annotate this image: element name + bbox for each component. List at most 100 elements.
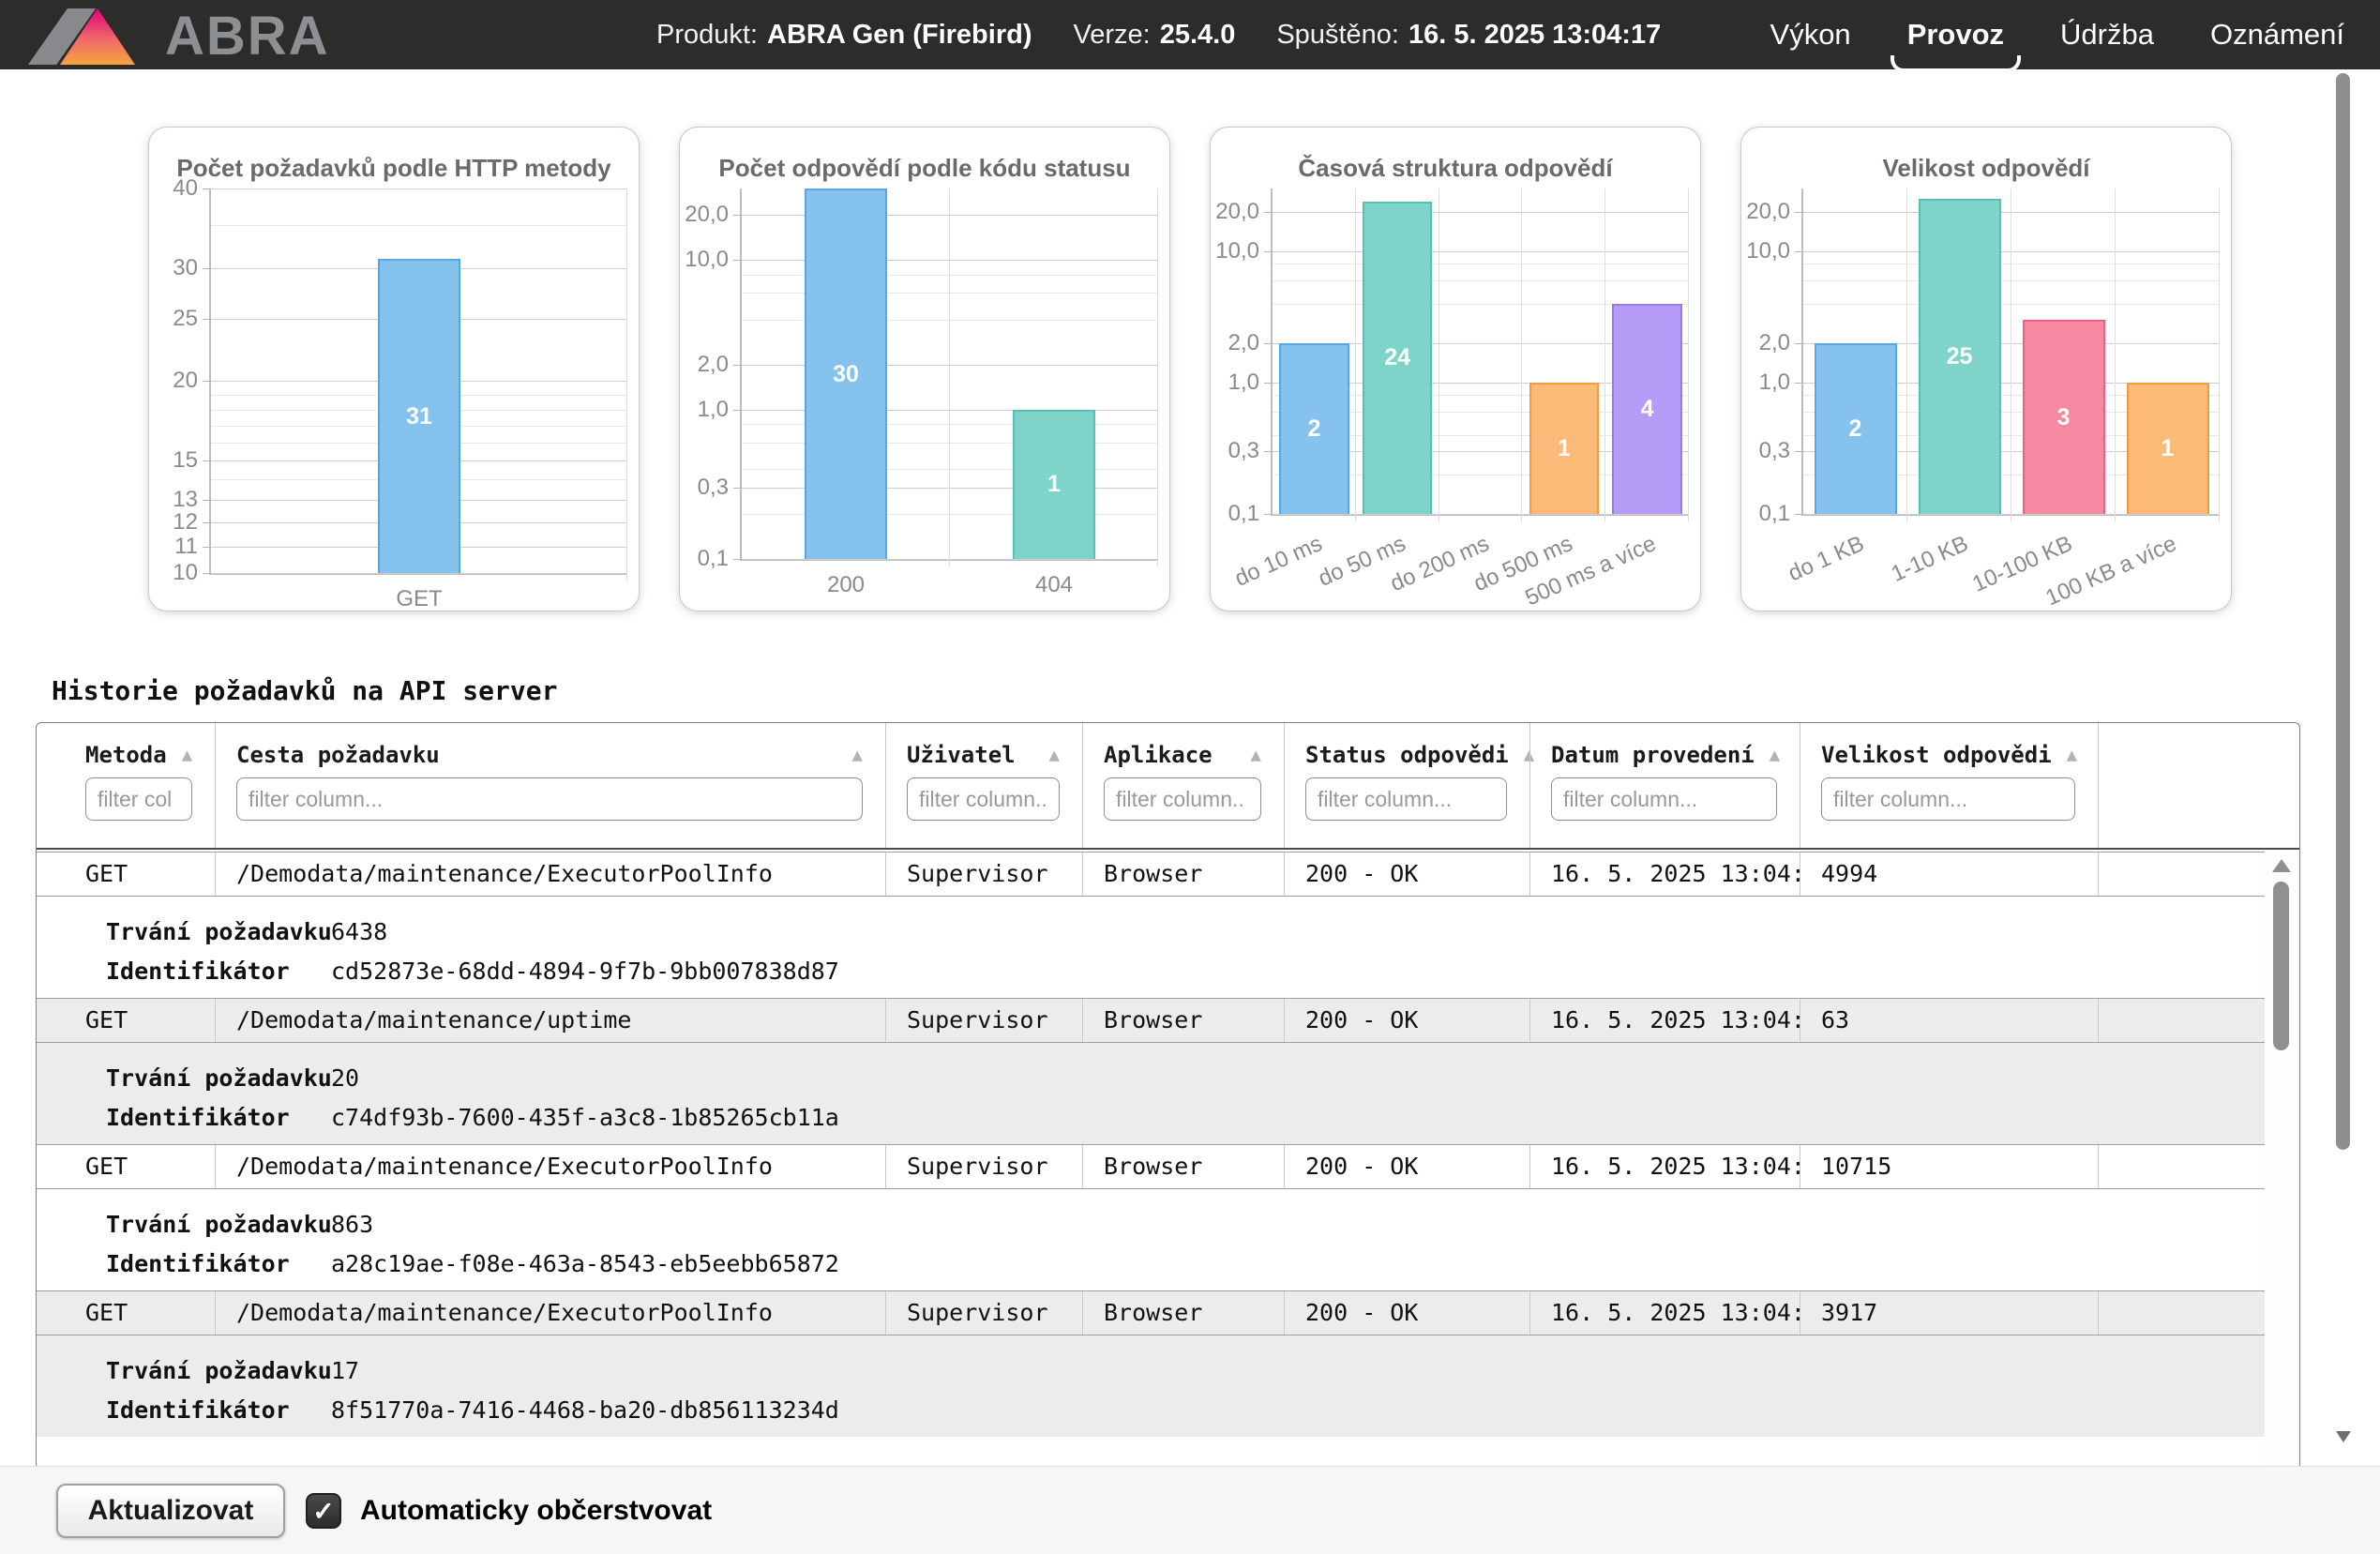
y-axis-tick-label: 30 xyxy=(173,255,198,281)
column-header-empty xyxy=(2098,723,2299,848)
filter-input-6[interactable] xyxy=(1551,777,1777,821)
path-cell: /Demodata/maintenance/ExecutorPoolInfo xyxy=(215,1291,885,1335)
app-cell: Browser xyxy=(1082,1145,1284,1188)
y-axis-tickmark xyxy=(203,500,211,502)
gridline xyxy=(1803,279,2220,281)
y-axis-tickmark xyxy=(203,546,211,548)
identifier-value: c74df93b-7600-435f-a3c8-1b85265cb11a xyxy=(331,1103,839,1131)
chart-plot-response-sizes: 20,0 10,0 2,0 1,0 0,3 0,1 2 do 1 KB 25 1-10 KB 3 10… xyxy=(1746,189,2220,611)
column-label: Aplikace xyxy=(1104,742,1213,768)
filter-input-2[interactable] xyxy=(236,777,863,821)
nav-tab-oznámení[interactable]: Oznámení xyxy=(2208,14,2346,55)
gridline xyxy=(742,423,1158,425)
nav-tab-label: Provoz xyxy=(1906,18,2005,51)
filter-input-4[interactable] xyxy=(1104,777,1261,821)
y-axis-tickmark xyxy=(1264,514,1273,515)
product-info-item: Produkt: ABRA Gen (Firebird) xyxy=(656,20,1032,51)
gridline xyxy=(1273,395,1689,397)
auto-refresh-checkbox[interactable]: ✓ xyxy=(306,1492,341,1529)
status-cell: 200 - OK xyxy=(1284,1145,1529,1188)
table-row[interactable]: GET/Demodata/maintenance/ExecutorPoolInf… xyxy=(37,1144,2265,1189)
empty-cell xyxy=(2098,1145,2265,1188)
scroll-up-icon[interactable] xyxy=(2272,859,2291,872)
gridline xyxy=(1803,434,2220,436)
gridline xyxy=(1803,303,2220,305)
refresh-button[interactable]: Aktualizovat xyxy=(56,1483,285,1538)
empty-cell xyxy=(2098,999,2265,1042)
sort-asc-icon: ▲ xyxy=(1048,745,1060,765)
y-axis-tick-label: 25 xyxy=(173,306,198,331)
chart-bar xyxy=(1918,199,2001,514)
table-header-row: Metoda▲ Cesta požadavku▲ Uživatel▲ Aplikace… xyxy=(37,723,2299,850)
category-gridline xyxy=(1906,189,1907,521)
identifier-value: a28c19ae-f08e-463a-8543-eb5eebb65872 xyxy=(331,1249,839,1277)
info-label: Verze: xyxy=(1073,19,1151,50)
page-scrollbar-thumb[interactable] xyxy=(2336,73,2350,1150)
bar-value-label: 4 xyxy=(1640,395,1654,422)
y-axis-tick-label: 2,0 xyxy=(697,351,729,377)
sort-header[interactable]: Cesta požadavku ▲ xyxy=(236,732,863,777)
app-cell: Browser xyxy=(1082,1291,1284,1335)
gridline xyxy=(211,573,627,574)
sort-header[interactable]: Aplikace ▲ xyxy=(1104,732,1261,777)
nav-tab-výkon[interactable]: Výkon xyxy=(1769,14,1853,55)
chart-bar xyxy=(1529,382,1600,514)
table-row[interactable]: GET/Demodata/maintenance/ExecutorPoolInf… xyxy=(37,852,2265,897)
gridline xyxy=(742,468,1158,470)
nav-tab-provoz[interactable]: Provoz xyxy=(1890,14,2022,72)
gridline xyxy=(1273,411,1689,413)
path-cell: /Demodata/maintenance/ExecutorPoolInfo xyxy=(215,852,885,896)
gridline xyxy=(1803,411,2220,413)
y-axis-tickmark xyxy=(203,381,211,382)
nav-tab-label: Údržba xyxy=(2060,18,2154,51)
main-nav: Výkon Provoz Údržba Oznámení xyxy=(1769,0,2346,72)
filter-input-7[interactable] xyxy=(1821,777,2075,821)
sort-asc-icon: ▲ xyxy=(1250,745,1261,765)
request-group: GET/Demodata/maintenance/uptime Superviso… xyxy=(37,998,2265,1144)
filter-input-5[interactable] xyxy=(1305,777,1507,821)
y-axis-tickmark xyxy=(203,268,211,270)
nav-tab-údržba[interactable]: Údržba xyxy=(2058,14,2156,55)
sort-header[interactable]: Status odpovědi ▲ xyxy=(1305,732,1534,777)
y-axis-tick-label: 1,0 xyxy=(1758,369,1790,395)
table-row[interactable]: GET/Demodata/maintenance/uptime Superviso… xyxy=(37,998,2265,1043)
row-detail: Trvání požadavku 20 Identifikátor c74df9… xyxy=(37,1043,2265,1144)
filter-input-3[interactable] xyxy=(907,777,1060,821)
table-scrollbar-thumb[interactable] xyxy=(2273,882,2289,1050)
scroll-down-icon[interactable] xyxy=(2336,1431,2351,1442)
row-detail: Trvání požadavku 863 Identifikátor a28c1… xyxy=(37,1189,2265,1290)
duration-value: 6438 xyxy=(331,917,388,945)
chart-bar xyxy=(1362,201,1433,514)
abra-logo[interactable]: ABRA xyxy=(28,8,330,66)
y-axis-tickmark xyxy=(733,260,742,262)
y-axis-tick-label: 2,0 xyxy=(1758,329,1790,355)
filter-input-1[interactable] xyxy=(85,777,192,821)
category-gridline xyxy=(1688,189,1689,521)
sort-header[interactable]: Velikost odpovědi ▲ xyxy=(1821,732,2077,777)
bar-value-label: 0 xyxy=(1474,485,1487,511)
identifier-label: Identifikátor xyxy=(106,1103,290,1131)
row-detail: Trvání požadavku 6438 Identifikátor cd52… xyxy=(37,897,2265,998)
y-axis-tickmark xyxy=(733,487,742,489)
request-history-table: Metoda▲ Cesta požadavku▲ Uživatel▲ Aplikace… xyxy=(36,722,2300,1470)
footer-bar: Aktualizovat ✓ Automaticky občerstvovat xyxy=(0,1466,2380,1554)
chart-card-response-sizes: Velikost odpovědí 20,0 10,0 2,0 1,0 0,3 0,1 2 d… xyxy=(1740,127,2232,611)
info-value: ABRA Gen (Firebird) xyxy=(767,19,1032,50)
gridline xyxy=(742,293,1158,294)
sort-header[interactable]: Uživatel ▲ xyxy=(907,732,1060,777)
category-gridline xyxy=(1521,189,1523,521)
gridline xyxy=(211,225,627,227)
sort-header[interactable]: Datum provedení ▲ xyxy=(1551,732,1780,777)
request-group: GET/Demodata/maintenance/ExecutorPoolInf… xyxy=(37,1144,2265,1290)
bar-value-label: 2 xyxy=(1848,415,1862,442)
x-axis-label: 200 xyxy=(826,572,866,597)
y-axis-tick-label: 20 xyxy=(173,368,198,393)
gridline xyxy=(1273,514,1689,515)
size-cell: 3917 xyxy=(1800,1291,2098,1335)
category-gridline xyxy=(1157,189,1158,566)
sort-header[interactable]: Metoda ▲ xyxy=(85,732,192,777)
table-row[interactable]: GET/Demodata/maintenance/ExecutorPoolInf… xyxy=(37,1290,2265,1335)
path-cell: /Demodata/maintenance/uptime xyxy=(215,999,885,1042)
column-header-6: Datum provedení ▲ xyxy=(1529,723,1800,848)
table-body: GET/Demodata/maintenance/ExecutorPoolInf… xyxy=(37,852,2265,1469)
